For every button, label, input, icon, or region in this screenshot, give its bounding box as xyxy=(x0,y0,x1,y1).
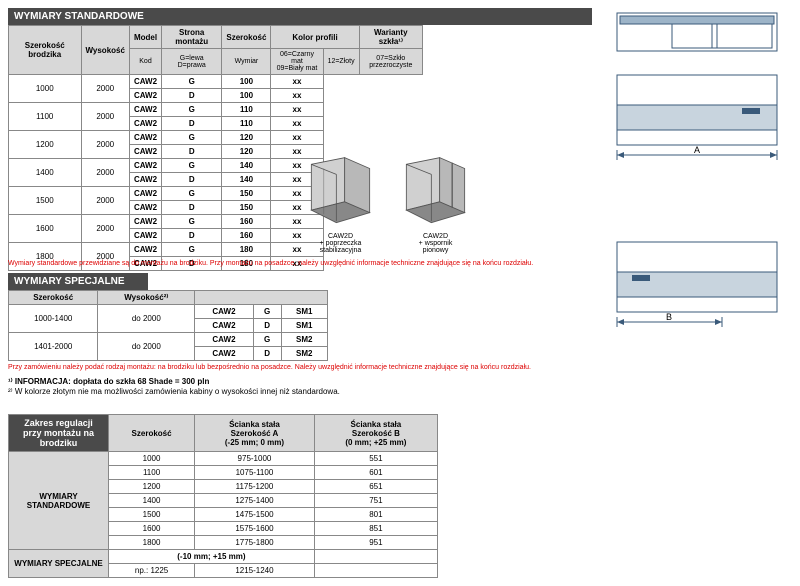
iso-diagrams: CAW2D+ poprzeczkastabilizacyjna CAW2D+ w… xyxy=(298,156,592,254)
svg-text:B: B xyxy=(666,312,672,322)
t1-title: WYMIARY STANDARDOWE xyxy=(8,8,592,25)
t3-spec-r1: (-10 mm; +15 mm) xyxy=(109,550,315,564)
t3-side2: WYMIARY SPECJALNE xyxy=(9,550,109,578)
t1-s3: Kod xyxy=(129,49,161,75)
table-row: 10002000CAW2G100xx xyxy=(9,75,423,89)
t3-h1: Zakres regulacji przy montażu na brodzik… xyxy=(9,415,109,452)
t3-c3: Ścianka stałaSzerokość B(0 mm; +25 mm) xyxy=(314,415,437,452)
t2: Szerokość Wysokość²⁾ 1000-1400do 2000CAW… xyxy=(8,290,328,361)
t3-spec-r2a: np.: 1225 xyxy=(109,564,195,578)
diagram-b: B xyxy=(612,237,782,332)
t2-h2: Wysokość²⁾ xyxy=(98,291,195,305)
t2-h1: Szerokość xyxy=(9,291,98,305)
t1-h3: Model xyxy=(129,26,161,49)
info-notes: ¹⁾ INFORMACJA: dopłata do szkła 68 Shade… xyxy=(8,377,592,396)
t2-title: WYMIARY SPECJALNE xyxy=(8,273,148,290)
table-row: 1000-1400do 2000CAW2GSM1 xyxy=(9,305,328,319)
table-row: WYMIARY STANDARDOWE1000975-1000551 xyxy=(9,452,438,466)
t3-spec-r2b: 1215-1240 xyxy=(195,564,315,578)
diagram-a: A xyxy=(612,70,782,165)
t1-s6: 06=Czarny mat09=Biały mat xyxy=(271,49,323,75)
t2-note: Przy zamówieniu należy podać rodzaj mont… xyxy=(8,364,592,371)
t1-s6c: 12=Złoty xyxy=(323,49,359,75)
t3-side1: WYMIARY STANDARDOWE xyxy=(9,452,109,550)
t1-s4: G=lewaD=prawa xyxy=(162,49,222,75)
t1-h5: Szerokość xyxy=(222,26,271,49)
table-row: 1401-2000do 2000CAW2GSM2 xyxy=(9,333,328,347)
t1-h1: Szerokość brodzika xyxy=(9,26,82,75)
t3: Zakres regulacji przy montażu na brodzik… xyxy=(8,414,438,578)
iso-right xyxy=(393,156,478,231)
t1-s7: 07=Szkłoprzezroczyste xyxy=(359,49,422,75)
t1-h4: Strona montażu xyxy=(162,26,222,49)
t1-h2: Wysokość xyxy=(81,26,129,75)
diagram-top xyxy=(612,8,782,58)
t1-h6: Kolor profili xyxy=(271,26,359,49)
t1-s5: Wymiar xyxy=(222,49,271,75)
svg-text:A: A xyxy=(694,145,700,155)
t3-c1: Szerokość xyxy=(109,415,195,452)
t1-h7: Warianty szkła¹⁾ xyxy=(359,26,422,49)
t3-c2: Ścianka stałaSzerokość A(-25 mm; 0 mm) xyxy=(195,415,315,452)
iso-left xyxy=(298,156,383,231)
t1-note: Wymiary standardowe przewidziane są do m… xyxy=(8,260,592,267)
